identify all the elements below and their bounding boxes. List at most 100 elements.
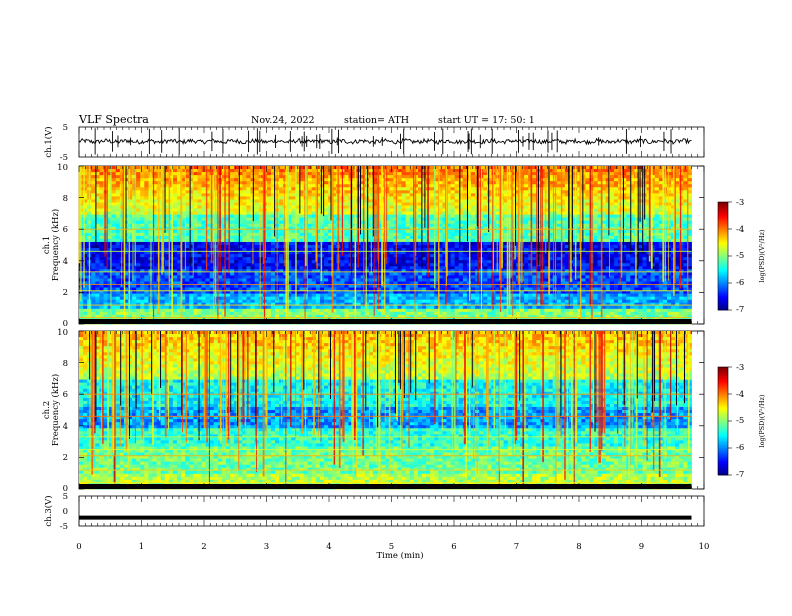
spectrogram-cell — [418, 278, 422, 281]
spectrogram-cell — [202, 285, 206, 288]
spectrogram-cell — [91, 212, 95, 215]
spectrogram-cell — [308, 166, 312, 169]
spectrogram-cell — [144, 166, 148, 169]
spectrogram-cell — [193, 181, 197, 184]
spectrogram-cell — [402, 278, 406, 281]
spectrogram-cell — [422, 306, 426, 309]
spectrogram-cell — [426, 303, 430, 306]
spectrogram-cell — [230, 206, 234, 209]
spectrogram-cell — [393, 254, 397, 257]
spectrogram-cell — [246, 285, 250, 288]
spectrogram-cell — [344, 221, 348, 224]
spectrogram-cell — [365, 300, 369, 303]
spectrogram-cell — [99, 285, 103, 288]
spectrogram-cell — [320, 297, 324, 300]
spectrogram-cell — [459, 300, 463, 303]
spectrogram-cell — [430, 193, 434, 196]
spectrogram-cell — [202, 245, 206, 248]
spectrogram-cell — [246, 187, 250, 190]
spectrogram-cell — [112, 224, 116, 227]
spectrogram-cell — [365, 209, 369, 212]
spectrogram-cell — [463, 178, 467, 181]
spectrogram-cell — [455, 215, 459, 218]
spectrogram-cell — [361, 309, 365, 312]
spectrogram-cell — [173, 169, 177, 172]
spectrogram-cell — [91, 187, 95, 190]
spectrogram-cell — [304, 306, 308, 309]
spectrogram-cell — [112, 187, 116, 190]
spectrogram-cell — [234, 169, 238, 172]
spectrogram-cell — [361, 239, 365, 242]
spectrogram-cell — [393, 202, 397, 205]
spectrogram-cell — [230, 215, 234, 218]
spectrogram-cell — [173, 209, 177, 212]
spectrogram-cell — [365, 166, 369, 169]
spectrogram-cell — [140, 260, 144, 263]
spectrogram-cell — [116, 172, 120, 175]
spectrogram-cell — [140, 309, 144, 312]
spectrogram-cell — [279, 184, 283, 187]
spectrogram-cell — [430, 294, 434, 297]
spectrogram-cell — [259, 206, 263, 209]
spectrogram-cell — [385, 212, 389, 215]
spectrogram-cell — [267, 285, 271, 288]
spectrogram-cell — [132, 285, 136, 288]
spectrogram-cell — [202, 272, 206, 275]
spectrogram-cell — [279, 309, 283, 312]
spectrogram-cell — [373, 285, 377, 288]
spectrogram-cell — [95, 303, 99, 306]
spectrogram-cell — [406, 236, 410, 239]
spectrogram-cell — [426, 300, 430, 303]
spectrogram-cell — [91, 242, 95, 245]
spectrogram-cell — [251, 275, 255, 278]
spectrogram-cell — [402, 303, 406, 306]
spectrogram-cell — [271, 257, 275, 260]
spectrogram-cell — [414, 300, 418, 303]
spectrogram-cell — [393, 218, 397, 221]
spectrogram-cell — [165, 275, 169, 278]
spectrogram-cell — [246, 206, 250, 209]
spectrogram-cell — [279, 199, 283, 202]
spectrogram-cell — [430, 184, 434, 187]
spectrogram-cell — [291, 254, 295, 257]
spectrogram-cell — [340, 285, 344, 288]
spectrogram-cell — [300, 285, 304, 288]
spectrogram-cell — [206, 309, 210, 312]
spectrogram-cell — [120, 303, 124, 306]
spectrogram-cell — [344, 272, 348, 275]
spectrogram-cell — [369, 275, 373, 278]
spectrogram-cell — [99, 190, 103, 193]
spectrogram-cell — [246, 306, 250, 309]
spectrogram-cell — [136, 166, 140, 169]
spectrogram-cell — [385, 206, 389, 209]
spectrogram-cell — [402, 215, 406, 218]
spectrogram-cell — [91, 303, 95, 306]
spectrogram-cell — [144, 193, 148, 196]
spectrogram-cell — [230, 309, 234, 312]
spectrogram-cell — [185, 172, 189, 175]
spectrogram-cell — [238, 275, 242, 278]
spectrogram-cell — [242, 239, 246, 242]
spectrogram-cell — [91, 309, 95, 312]
spectrogram-cell — [112, 196, 116, 199]
spectrogram-cell — [430, 199, 434, 202]
spectrogram-cell — [316, 312, 320, 315]
spectrogram-cell — [116, 199, 120, 202]
spectrogram-cell — [344, 169, 348, 172]
spectrogram-cell — [230, 184, 234, 187]
spectrogram-cell — [308, 190, 312, 193]
spectrogram-cell — [344, 312, 348, 315]
spectrogram-cell — [246, 266, 250, 269]
spectrogram-cell — [173, 178, 177, 181]
spectrogram-cell — [295, 306, 299, 309]
spectrogram-cell — [291, 306, 295, 309]
spectrogram-cell — [422, 294, 426, 297]
spectrogram-cell — [99, 242, 103, 245]
spectrogram-cell — [185, 245, 189, 248]
spectrogram-cell — [336, 285, 340, 288]
spectrogram-cell — [91, 202, 95, 205]
spectrogram-cell — [451, 294, 455, 297]
spectrogram-cell — [451, 275, 455, 278]
spectrogram-cell — [300, 239, 304, 242]
spectrogram-cell — [291, 233, 295, 236]
